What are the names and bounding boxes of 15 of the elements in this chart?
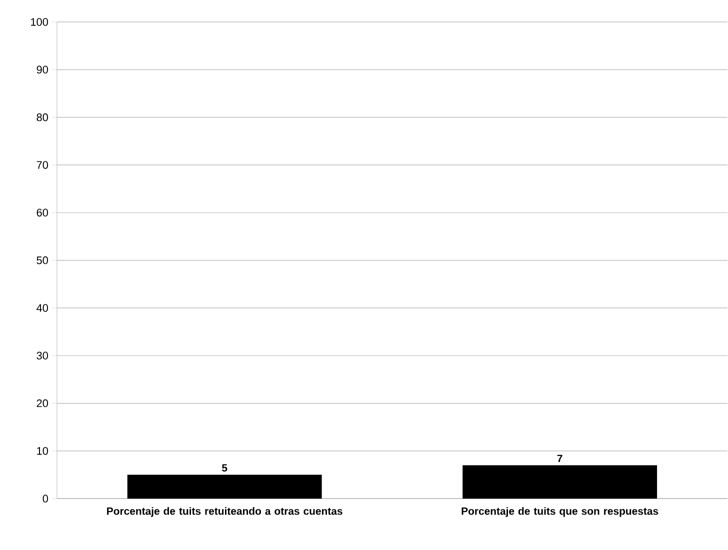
y-tick-label: 80 xyxy=(36,114,48,122)
y-tick-label: 100 xyxy=(31,18,48,26)
y-tick-label: 90 xyxy=(36,66,48,74)
x-tick-label: Porcentaje de tuits que son respuestas xyxy=(462,507,658,518)
y-tick-label: 70 xyxy=(36,161,48,170)
y-tick-label: 20 xyxy=(36,400,48,408)
y-tick-label: 10 xyxy=(37,447,48,456)
x-tick-label: Porcentaje de tuits retuiteando a otras cuentas xyxy=(107,507,342,518)
y-tick-label: 60 xyxy=(36,208,48,217)
y-tick-label: 40 xyxy=(36,304,48,312)
data-label: 5 xyxy=(222,464,228,472)
y-tick-label: 30 xyxy=(36,352,48,360)
y-tick-label: 0 xyxy=(42,494,48,503)
y-tick-label: 50 xyxy=(36,256,48,264)
data-label: 7 xyxy=(557,455,562,462)
